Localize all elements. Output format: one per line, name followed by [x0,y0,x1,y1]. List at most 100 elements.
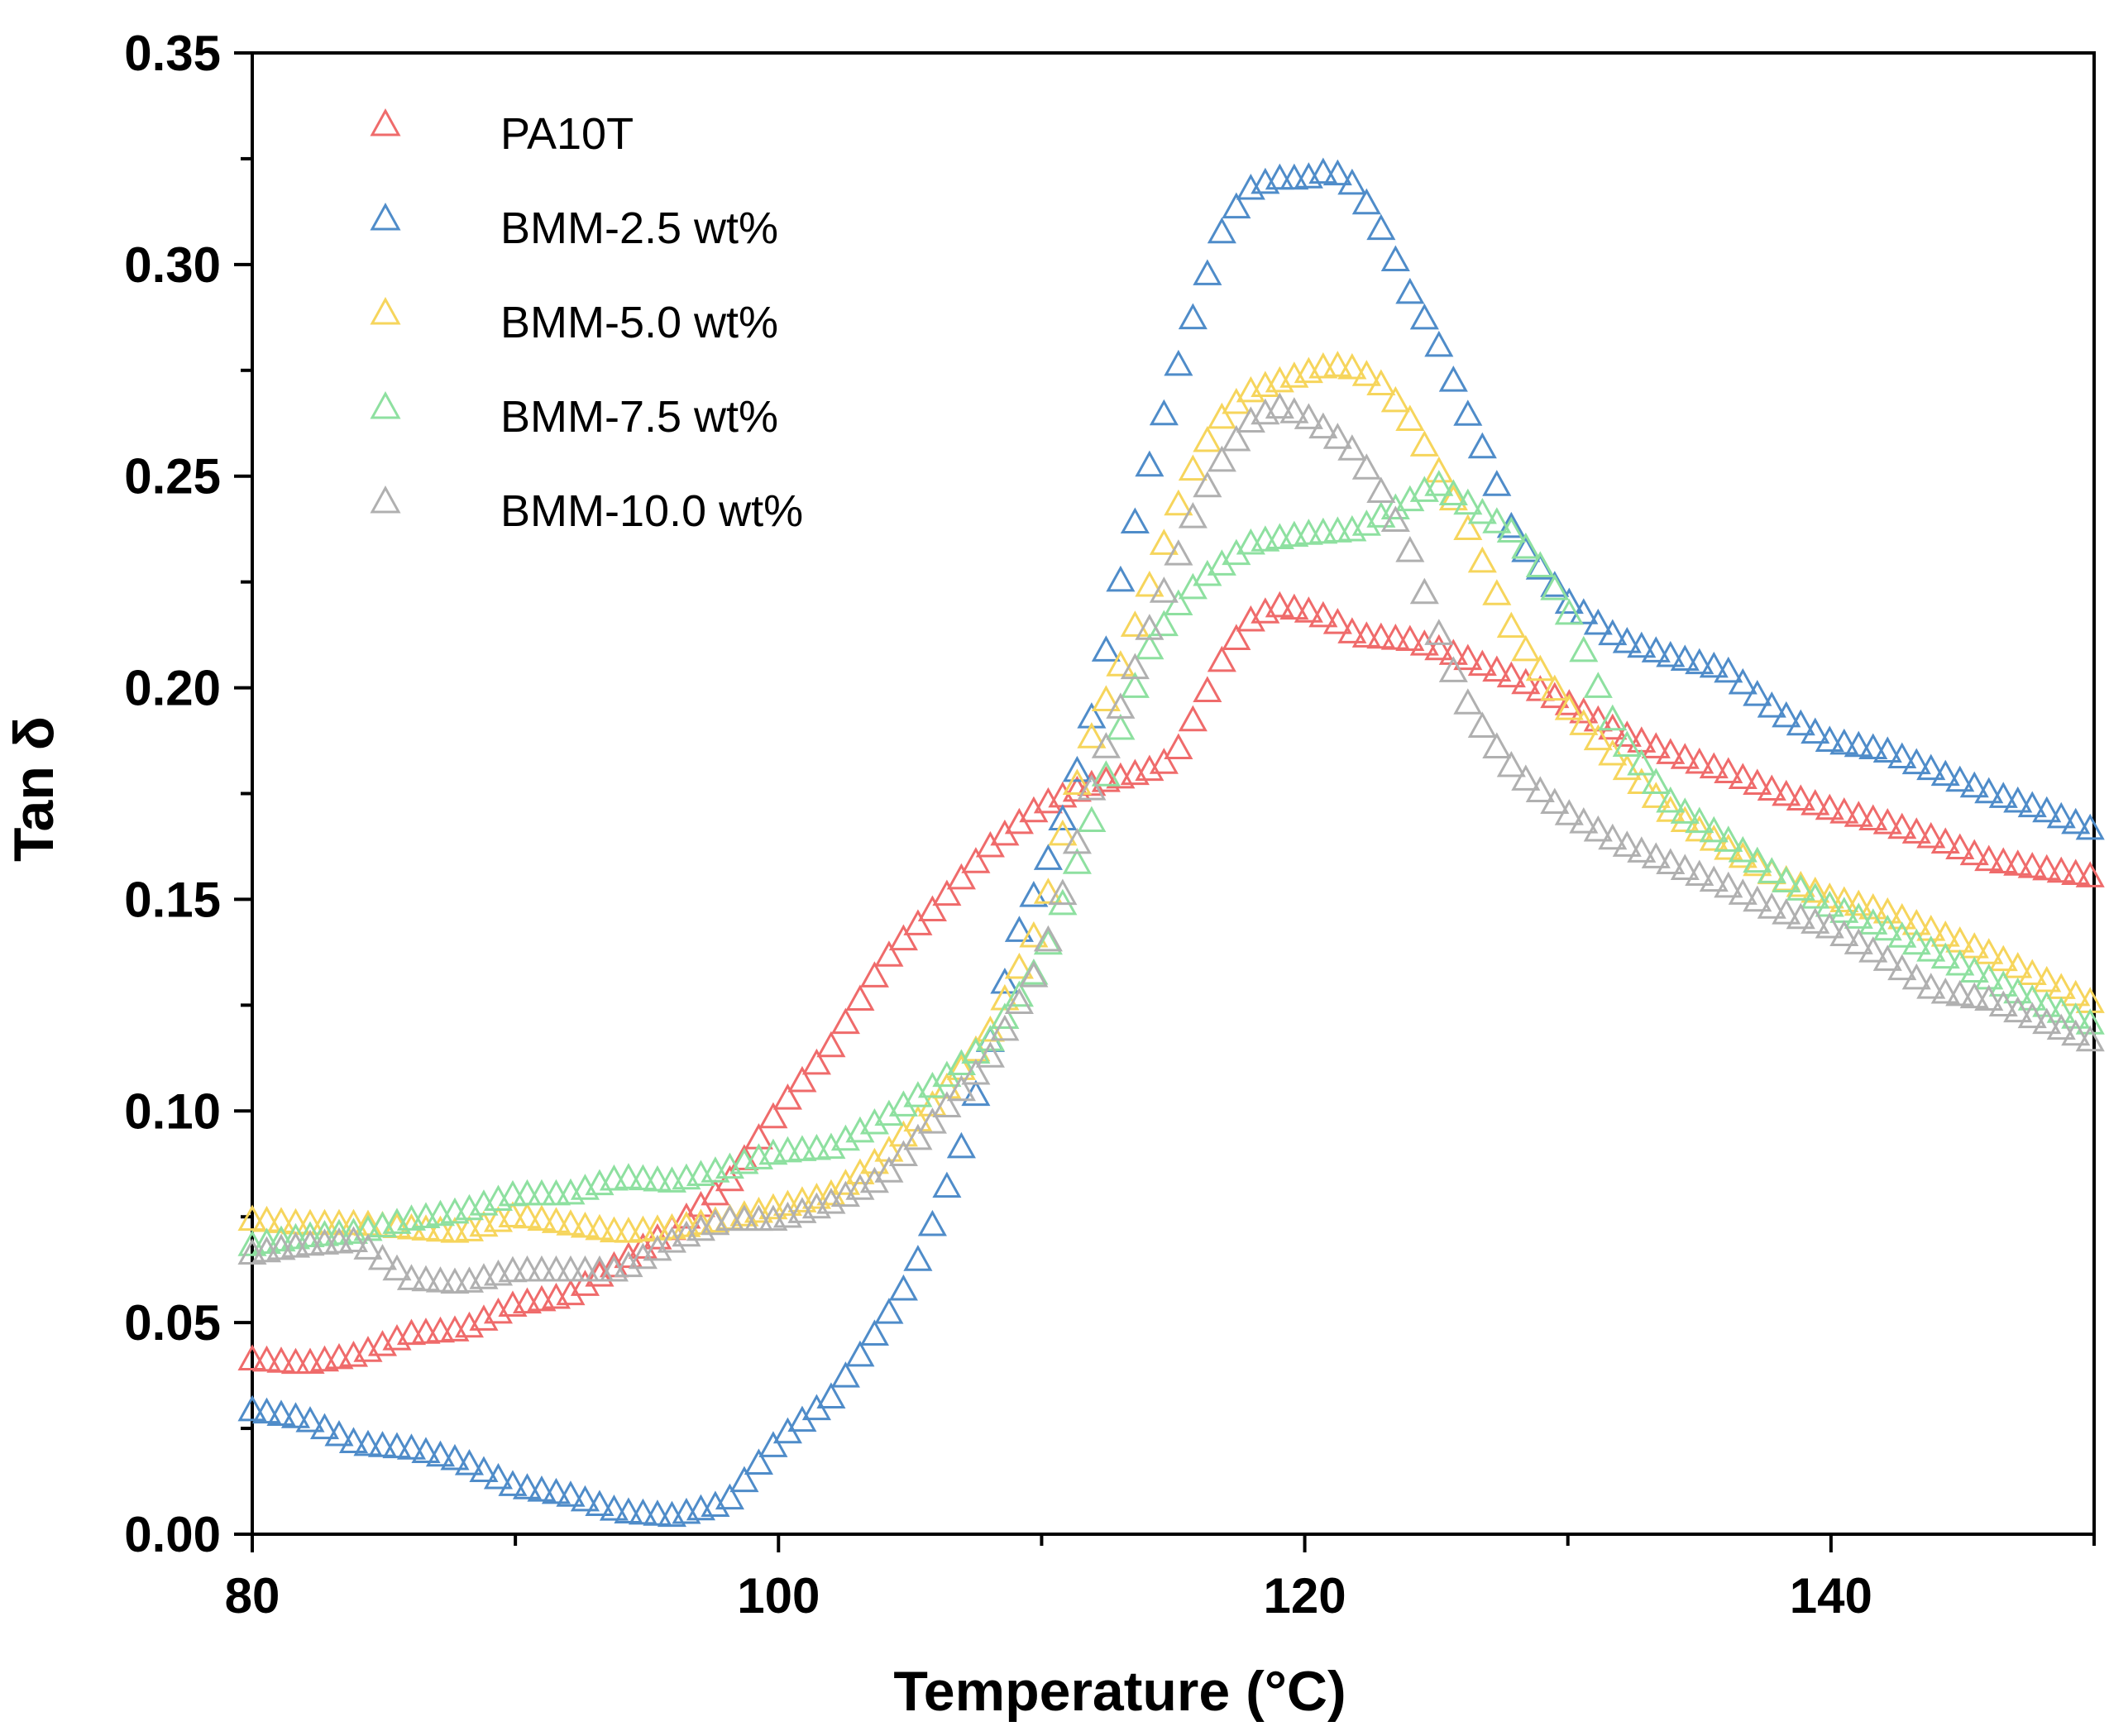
data-point [1714,656,1743,683]
data-point [1337,434,1367,461]
data-point [585,1255,615,1282]
data-point [1670,644,1700,671]
y-tick-label: 0.15 [124,872,221,927]
data-point [888,1140,918,1167]
data-point [1916,935,1946,962]
data-point [859,961,889,988]
data-point [1959,839,1989,866]
data-point [1685,648,1714,675]
data-point [1322,423,1352,449]
data-point [1685,806,1714,834]
data-point [1699,865,1729,892]
data-point [512,1202,543,1229]
legend-label: BMM-5.0 wt% [500,298,778,347]
data-point [830,1180,860,1208]
data-point [830,1361,860,1388]
data-point [1164,489,1193,516]
data-point [1077,722,1107,748]
data-point [1351,453,1381,480]
data-point [1424,330,1454,357]
data-point [1959,982,1989,1009]
data-point [512,1179,543,1206]
series-2 [237,351,2105,1243]
data-point [1887,812,1917,839]
data-point [1670,806,1700,833]
data-point [1901,748,1931,775]
data-point [367,1431,398,1457]
data-point [917,895,947,922]
data-point [1656,848,1686,874]
data-point [1467,546,1497,573]
data-point [1540,574,1570,600]
data-point [396,1264,427,1290]
data-point [1004,952,1034,979]
data-point [1033,878,1063,904]
data-point [1048,878,1078,906]
data-point [1974,938,2004,964]
data-point [1467,711,1497,738]
data-point [1598,704,1628,731]
data-point [816,1132,846,1160]
data-point [1598,823,1628,850]
data-point [1322,159,1352,186]
data-point [570,1211,600,1238]
data-point [425,1440,456,1467]
data-point [1569,635,1599,662]
data-point [1872,897,1902,924]
data-point [1453,514,1483,540]
data-point [701,1179,730,1206]
data-point [2075,1008,2105,1035]
data-point [1554,689,1584,715]
data-point [845,984,875,1011]
data-point [353,1233,383,1260]
data-point [1801,717,1830,744]
data-point [888,1274,918,1301]
data-point [1786,902,1815,930]
y-tick-label: 0.30 [124,237,221,293]
data-point [1120,610,1150,637]
data-point [295,1406,325,1432]
data-point [1193,471,1222,498]
data-point [1496,611,1526,638]
data-point [816,1382,846,1409]
data-point [425,1316,456,1343]
data-point [1135,754,1164,782]
data-point [353,1429,383,1456]
data-point [280,1347,311,1375]
data-point [1786,709,1815,736]
data-point [498,1201,528,1227]
data-point [975,1015,1005,1042]
data-point [1366,213,1396,241]
data-point [1453,643,1483,671]
data-point [1106,650,1136,677]
data-point [1583,815,1613,842]
data-point [1438,484,1468,511]
data-point [1380,493,1410,520]
legend-marker [370,108,401,136]
data-point [1743,846,1772,873]
data-point [1453,688,1483,715]
data-point [1164,539,1193,566]
data-point [888,1120,918,1147]
data-point [643,1499,672,1526]
data-point [1829,796,1859,824]
data-point [2046,1013,2076,1040]
data-point [1149,610,1179,637]
data-point [1120,507,1150,534]
data-point [1380,624,1410,650]
data-point [1004,916,1034,942]
data-point [614,1241,643,1269]
data-point [729,1144,759,1170]
data-point [2017,959,2047,986]
data-point [2061,1019,2091,1046]
data-point [1511,535,1541,562]
data-point [816,1031,846,1058]
data-point [1670,797,1700,824]
data-point [527,1179,557,1206]
data-point [1656,738,1686,764]
data-point [367,1243,398,1270]
data-point [1945,949,1975,976]
data-point [1409,430,1439,457]
data-point [1844,902,1873,929]
data-point [1801,907,1830,934]
